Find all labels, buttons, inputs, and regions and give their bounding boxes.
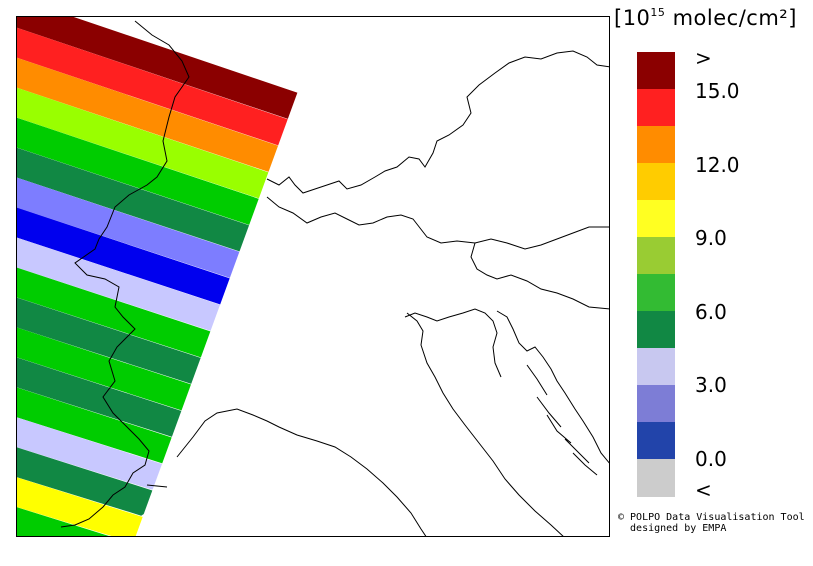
credit-line-1: © POLPO Data Visualisation Tool [618,512,805,523]
credit-line-2: designed by EMPA [618,523,727,534]
swath-band [17,357,204,438]
swath-band [17,237,247,334]
swath-band [17,387,193,464]
border-slovenia [470,242,609,310]
border-switzerland-italy [266,196,609,250]
coast-liguria [176,408,427,536]
legend-swatch [637,163,675,201]
legend-title-prefix: [10 [614,6,651,30]
credit-text: © POLPO Data Visualisation Tool designed… [618,512,805,534]
map-canvas [17,17,609,536]
legend-swatch [637,200,675,238]
map-panel[interactable] [16,16,610,537]
swath-band [17,27,324,151]
legend-swatch [637,459,675,497]
coast-adriatic [406,312,564,536]
coast-istria [496,310,609,464]
legend-tick-label: 12.0 [695,153,740,177]
legend-tick-label: < [695,478,712,502]
legend-swatch [637,274,675,312]
swath-band [17,417,182,490]
legend-title: [1015 molec/cm²] [614,6,797,30]
legend-swatch [637,422,675,460]
legend-swatch [637,348,675,386]
swath-band [17,87,302,203]
legend-tick-label: > [695,46,712,70]
legend-title-unit: molec/cm²] [665,6,797,30]
swath-band [17,177,269,282]
swath-band [17,297,226,386]
swath-band [17,57,313,177]
legend-swatch [637,126,675,164]
legend-tick-label: 3.0 [695,373,727,397]
legend-tick-label: 6.0 [695,300,727,324]
swath-band [17,207,258,308]
legend-tick-label: 15.0 [695,79,740,103]
swath-band [17,17,335,125]
legend-swatch [637,52,675,90]
legend-swatch [637,385,675,423]
legend-swatch [637,89,675,127]
legend-title-exponent: 15 [650,6,666,19]
legend-swatch [637,311,675,349]
swath-band [17,117,291,230]
satellite-swath [17,17,609,536]
country-borders [60,20,609,536]
croatian-islands [526,364,598,476]
swath-band [17,447,171,516]
legend-swatch [637,237,675,275]
legend-tick-label: 9.0 [695,226,727,250]
legend-tick-label: 0.0 [695,447,727,471]
swath-edge-mask [135,17,609,536]
legend-color-bar [637,52,675,497]
swath-band [17,267,237,360]
swath-band [17,477,160,536]
swath-band [17,147,280,256]
coast-venice [404,308,502,378]
border-alps [266,50,609,194]
border-france-west [60,20,190,528]
swath-band [17,327,215,412]
coast-corsica-north [146,484,168,488]
